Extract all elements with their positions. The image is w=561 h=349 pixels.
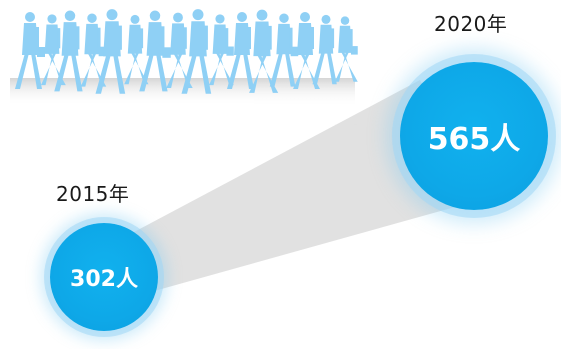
walking-person-icon	[15, 12, 45, 89]
walking-person-icon	[227, 12, 254, 89]
count-bubble-2015: 302人	[50, 223, 158, 331]
count-bubble-2020: 565人	[400, 62, 548, 210]
walking-person-icon	[54, 10, 83, 92]
walking-person-icon	[181, 9, 212, 94]
count-value-2020: 565人	[427, 122, 521, 157]
count-value-2015: 302人	[70, 267, 138, 292]
walking-person-icon	[269, 13, 299, 87]
year-label-2020: 2020年	[434, 12, 508, 36]
year-label-2015: 2015年	[56, 182, 130, 206]
walking-crowd-illustration	[10, 9, 358, 125]
walking-person-icon	[249, 9, 279, 93]
walking-person-icon	[312, 14, 337, 85]
walking-person-icon	[95, 9, 126, 94]
walking-person-icon	[334, 16, 358, 82]
walking-person-icon	[139, 10, 171, 92]
walking-person-icon	[40, 14, 66, 86]
